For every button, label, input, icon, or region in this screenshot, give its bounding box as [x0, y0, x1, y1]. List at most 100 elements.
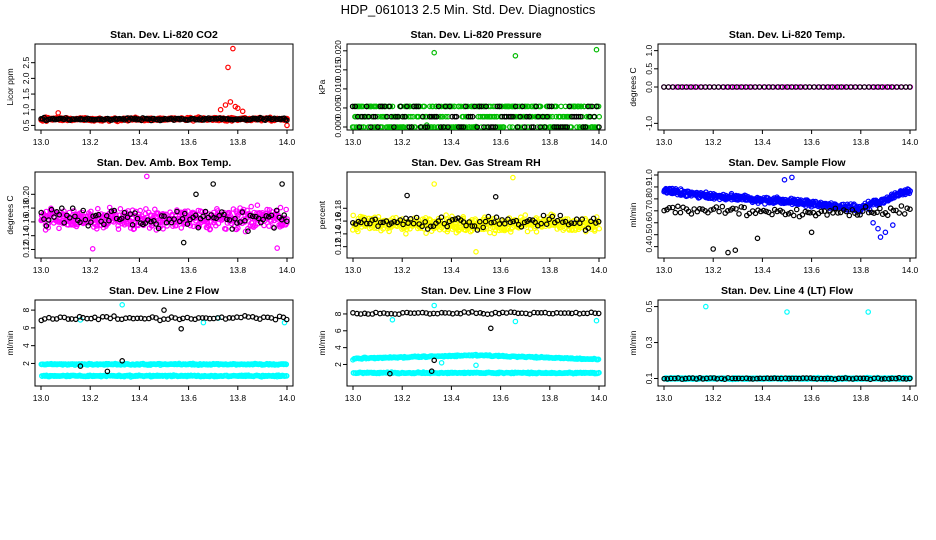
data-point: [372, 113, 379, 120]
data-point: [718, 375, 725, 382]
data-point: [521, 219, 528, 226]
series-points: [661, 303, 914, 383]
series-secondary: [350, 308, 602, 377]
data-point: [422, 124, 429, 130]
y-tick-label: 0.1: [644, 372, 654, 384]
data-point: [101, 221, 107, 228]
panel-title: Stan. Dev. Line 2 Flow: [109, 285, 220, 297]
data-point: [77, 363, 84, 369]
data-point: [391, 218, 398, 225]
data-point: [517, 113, 523, 120]
data-point: [392, 113, 399, 120]
data-point: [388, 124, 395, 130]
data-point: [354, 310, 360, 317]
data-point: [564, 124, 571, 130]
data-point: [95, 211, 102, 218]
data-point: [508, 113, 514, 120]
data-point: [232, 215, 238, 222]
y-axis-label: ml/min: [317, 330, 327, 355]
data-point: [574, 124, 580, 130]
data-point: [487, 229, 493, 236]
data-point: [577, 113, 584, 120]
data-point: [45, 217, 52, 223]
data-point: [226, 314, 233, 321]
x-tick-label: 13.8: [542, 137, 559, 147]
x-tick-label: 14.0: [902, 393, 919, 403]
y-tick-label: 0.5: [644, 63, 654, 75]
data-point: [438, 214, 445, 221]
data-point: [538, 220, 545, 227]
data-point: [466, 219, 473, 225]
y-tick-label: 4: [333, 345, 343, 350]
x-tick-label: 13.4: [754, 393, 771, 403]
data-point: [860, 375, 867, 382]
data-point: [796, 375, 803, 382]
x-tick-label: 13.2: [394, 137, 411, 147]
x-tick-label: 13.0: [656, 393, 673, 403]
data-point: [419, 113, 426, 120]
data-point: [85, 223, 92, 229]
series-primary: [38, 45, 290, 129]
data-point: [590, 215, 597, 222]
data-point: [384, 310, 391, 317]
x-tick-label: 13.2: [705, 265, 722, 275]
x-tick-label: 13.8: [853, 137, 870, 147]
data-point: [575, 113, 582, 120]
series-primary: [38, 301, 290, 380]
data-point: [247, 223, 254, 229]
series-primary: [38, 173, 290, 252]
data-point: [443, 124, 450, 130]
y-tick-label: 0.015: [333, 59, 343, 81]
x-tick-label: 13.0: [345, 137, 362, 147]
data-point: [784, 309, 790, 315]
data-point: [566, 103, 573, 110]
data-point: [274, 245, 281, 251]
panel-title: Stan. Dev. Amb. Box Temp.: [97, 157, 232, 169]
data-point: [732, 375, 739, 382]
x-tick-label: 13.2: [394, 393, 411, 403]
data-point: [427, 223, 434, 230]
data-point: [793, 206, 800, 213]
data-point: [387, 370, 393, 377]
data-point: [782, 375, 789, 382]
panel-title: Stan. Dev. Line 3 Flow: [421, 285, 532, 297]
data-point: [679, 376, 685, 382]
data-point: [510, 174, 516, 181]
data-point: [584, 113, 590, 120]
data-point: [383, 218, 390, 224]
data-point: [571, 220, 578, 227]
x-tick-label: 13.4: [443, 265, 460, 275]
series-secondary: [349, 103, 602, 130]
data-point: [596, 225, 603, 232]
x-tick-label: 14.0: [591, 137, 608, 147]
data-point: [585, 225, 592, 232]
data-point: [149, 314, 156, 320]
data-point: [88, 208, 94, 215]
data-point: [167, 372, 174, 379]
data-point: [523, 113, 530, 120]
data-point: [499, 217, 505, 223]
data-point: [428, 113, 435, 120]
data-point: [807, 375, 814, 381]
data-point: [119, 357, 126, 364]
data-point: [119, 301, 126, 308]
data-point: [707, 375, 714, 381]
data-point: [76, 313, 83, 320]
y-tick-label: 0.12: [21, 241, 31, 258]
data-point: [230, 45, 236, 52]
x-tick-label: 13.0: [656, 137, 673, 147]
data-point: [788, 209, 794, 216]
data-point: [533, 103, 539, 110]
data-point: [284, 122, 290, 129]
data-point: [446, 103, 453, 110]
data-point: [857, 212, 863, 218]
data-point: [391, 124, 397, 130]
data-point: [725, 249, 731, 256]
data-point: [460, 219, 467, 225]
x-tick-label: 13.8: [853, 393, 870, 403]
data-point: [108, 208, 115, 215]
